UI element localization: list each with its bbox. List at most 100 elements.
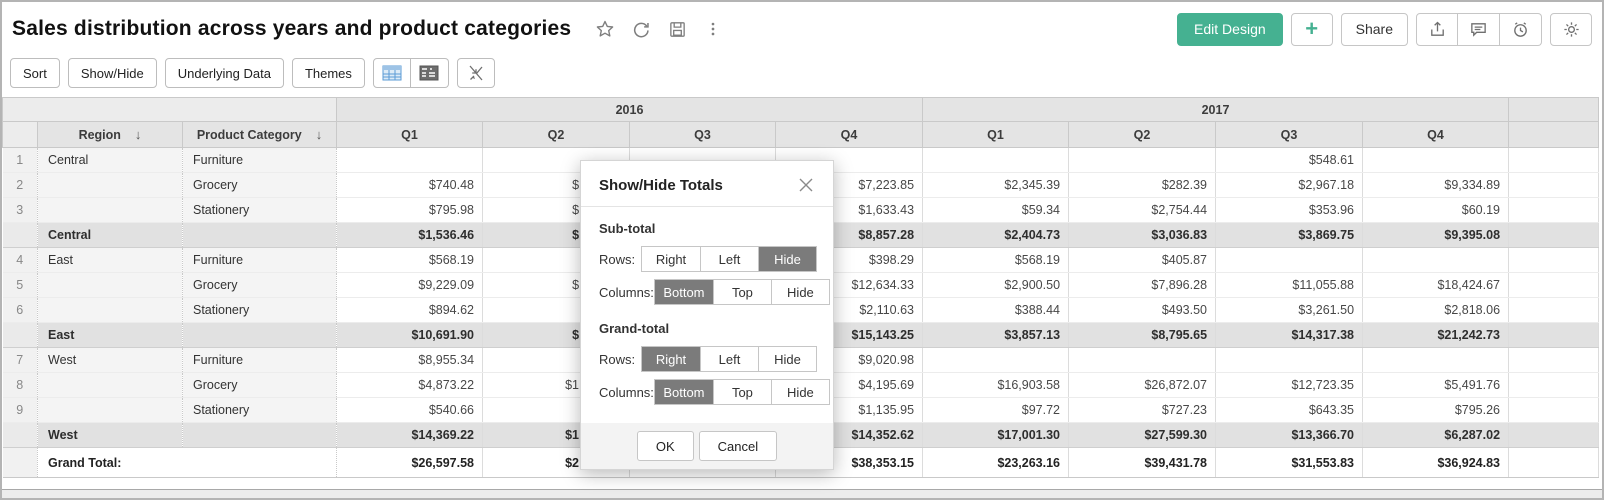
segment-option-top[interactable]: Top: [712, 280, 771, 304]
value-cell[interactable]: $23,263.16: [922, 447, 1070, 478]
value-cell[interactable]: $568.19: [336, 247, 484, 273]
region-header[interactable]: Region ↓: [37, 121, 183, 148]
value-cell[interactable]: $26,597.58: [336, 447, 484, 478]
segment-option-left[interactable]: Left: [700, 347, 758, 371]
segment-option-hide[interactable]: Hide: [770, 280, 829, 304]
value-cell[interactable]: $894.62: [336, 297, 484, 323]
value-cell[interactable]: $11,055.88: [1215, 272, 1364, 298]
region-cell[interactable]: [37, 272, 183, 298]
region-cell[interactable]: Central: [37, 147, 183, 173]
value-cell[interactable]: [1362, 247, 1510, 273]
category-cell[interactable]: Grocery: [182, 172, 338, 198]
value-cell[interactable]: $493.50: [1068, 297, 1217, 323]
region-cell[interactable]: [37, 197, 183, 223]
category-cell[interactable]: [182, 222, 338, 248]
value-cell[interactable]: $548.61: [1215, 147, 1364, 173]
region-cell[interactable]: East: [37, 247, 183, 273]
category-cell[interactable]: Grocery: [182, 272, 338, 298]
sort-button[interactable]: Sort: [10, 58, 60, 88]
value-cell[interactable]: $2,900.50: [922, 272, 1070, 298]
value-cell[interactable]: $2,404.73: [922, 222, 1070, 248]
value-cell[interactable]: $353.96: [1215, 197, 1364, 223]
collapse-icon[interactable]: [456, 58, 495, 88]
value-cell[interactable]: $3,261.50: [1215, 297, 1364, 323]
add-button[interactable]: +: [1290, 12, 1333, 46]
export-icon[interactable]: [1416, 12, 1458, 46]
value-cell[interactable]: $14,317.38: [1215, 322, 1364, 348]
value-cell[interactable]: $59.34: [922, 197, 1070, 223]
category-cell[interactable]: Grocery: [182, 372, 338, 398]
value-cell[interactable]: $643.35: [1215, 397, 1364, 423]
value-cell[interactable]: $8,955.34: [336, 347, 484, 373]
value-cell[interactable]: $36,924.83: [1362, 447, 1510, 478]
value-cell[interactable]: [922, 147, 1070, 173]
value-cell[interactable]: $26,872.07: [1068, 372, 1217, 398]
value-cell[interactable]: $740.48: [336, 172, 484, 198]
value-cell[interactable]: $10,691.90: [336, 322, 484, 348]
value-cell[interactable]: $17,001.30: [922, 422, 1070, 448]
value-cell[interactable]: $3,869.75: [1215, 222, 1364, 248]
value-cell[interactable]: $16,903.58: [922, 372, 1070, 398]
edit-design-button[interactable]: Edit Design: [1177, 12, 1283, 46]
value-cell[interactable]: [922, 347, 1070, 373]
category-cell[interactable]: Furniture: [182, 147, 338, 173]
region-cell[interactable]: [37, 297, 183, 323]
region-cell[interactable]: [37, 172, 183, 198]
underlying-data-button[interactable]: Underlying Data: [164, 58, 284, 88]
value-cell[interactable]: [1215, 347, 1364, 373]
value-cell[interactable]: $39,431.78: [1068, 447, 1217, 478]
category-header[interactable]: Product Category ↓: [181, 121, 338, 148]
value-cell[interactable]: $8,795.65: [1068, 322, 1217, 348]
value-cell[interactable]: $568.19: [922, 247, 1070, 273]
cancel-button[interactable]: Cancel: [698, 431, 778, 461]
value-cell[interactable]: $3,036.83: [1068, 222, 1217, 248]
ok-button[interactable]: OK: [636, 431, 694, 461]
value-cell[interactable]: $21,242.73: [1362, 322, 1510, 348]
segment-option-bottom[interactable]: Bottom: [654, 380, 713, 404]
segment-option-hide[interactable]: Hide: [758, 247, 816, 271]
value-cell[interactable]: [336, 147, 484, 173]
table-view-icon[interactable]: [372, 58, 411, 88]
region-cell[interactable]: East: [37, 322, 183, 348]
themes-button[interactable]: Themes: [291, 58, 365, 88]
value-cell[interactable]: $2,754.44: [1068, 197, 1217, 223]
segment-option-right[interactable]: Right: [642, 247, 700, 271]
star-icon[interactable]: [595, 19, 615, 39]
value-cell[interactable]: $14,369.22: [336, 422, 484, 448]
category-cell[interactable]: Stationery: [182, 197, 338, 223]
value-cell[interactable]: $31,553.83: [1215, 447, 1364, 478]
value-cell[interactable]: $18,424.67: [1362, 272, 1510, 298]
region-cell[interactable]: [37, 397, 183, 423]
value-cell[interactable]: $9,229.09: [336, 272, 484, 298]
save-icon[interactable]: [667, 19, 687, 39]
value-cell[interactable]: $97.72: [922, 397, 1070, 423]
value-cell[interactable]: $4,873.22: [336, 372, 484, 398]
region-cell[interactable]: [37, 372, 183, 398]
segment-option-hide[interactable]: Hide: [758, 347, 816, 371]
value-cell[interactable]: [1362, 347, 1510, 373]
category-cell[interactable]: Stationery: [182, 297, 338, 323]
value-cell[interactable]: $9,395.08: [1362, 222, 1510, 248]
value-cell[interactable]: $60.19: [1362, 197, 1510, 223]
alarm-icon[interactable]: [1500, 12, 1542, 46]
value-cell[interactable]: $727.23: [1068, 397, 1217, 423]
region-cell[interactable]: Central: [37, 222, 183, 248]
value-cell[interactable]: $795.98: [336, 197, 484, 223]
value-cell[interactable]: $540.66: [336, 397, 484, 423]
category-cell[interactable]: Furniture: [182, 247, 338, 273]
value-cell[interactable]: $282.39: [1068, 172, 1217, 198]
segment-option-top[interactable]: Top: [712, 380, 771, 404]
value-cell[interactable]: [1068, 147, 1217, 173]
value-cell[interactable]: $1,536.46: [336, 222, 484, 248]
value-cell[interactable]: [1362, 147, 1510, 173]
category-cell[interactable]: [182, 322, 338, 348]
value-cell[interactable]: $388.44: [922, 297, 1070, 323]
value-cell[interactable]: $27,599.30: [1068, 422, 1217, 448]
region-cell[interactable]: West: [37, 347, 183, 373]
category-cell[interactable]: Furniture: [182, 347, 338, 373]
value-cell[interactable]: $795.26: [1362, 397, 1510, 423]
value-cell[interactable]: $405.87: [1068, 247, 1217, 273]
category-cell[interactable]: Stationery: [182, 397, 338, 423]
value-cell[interactable]: [1068, 347, 1217, 373]
pivot-view-icon[interactable]: [410, 58, 449, 88]
